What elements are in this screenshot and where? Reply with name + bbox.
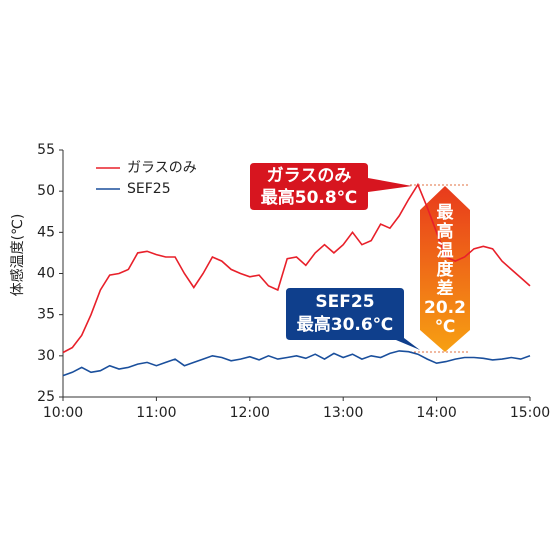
difference-text: 最 [437,203,455,223]
callout-text: 最高50.8℃ [261,187,358,208]
difference-text: 20.2 [424,298,466,318]
callout-text: 最高30.6℃ [297,314,394,335]
legend-label: ガラスのみ [127,160,197,176]
x-tick-label: 10:00 [43,405,83,421]
x-tick-label: 13:00 [323,405,363,421]
legend-label: SEF25 [127,181,171,197]
difference-text: 差 [437,278,454,299]
y-tick-label: 40 [37,266,55,282]
x-tick-label: 15:00 [510,405,550,421]
x-tick-label: 12:00 [230,405,270,421]
difference-text: 温 [437,241,454,261]
y-tick-label: 25 [37,389,55,405]
difference-text: 高 [437,221,454,242]
y-tick-label: 35 [37,307,55,323]
callout-text: SEF25 [315,292,374,312]
y-tick-label: 55 [37,142,55,158]
y-tick-label: 50 [37,183,55,199]
x-tick-label: 11:00 [136,405,176,421]
callout-box [286,288,420,350]
series-line [62,182,531,354]
y-axis-label: 体感温度(℃) [9,214,26,297]
x-tick-label: 14:00 [416,405,456,421]
difference-text: 度 [437,259,455,280]
y-tick-label: 30 [37,348,55,364]
difference-text: ℃ [435,317,456,337]
y-tick-label: 45 [37,224,55,240]
series-line [62,350,531,377]
callout-box [250,163,412,210]
difference-arrow [420,186,470,352]
callout-text: ガラスのみ [267,166,352,186]
